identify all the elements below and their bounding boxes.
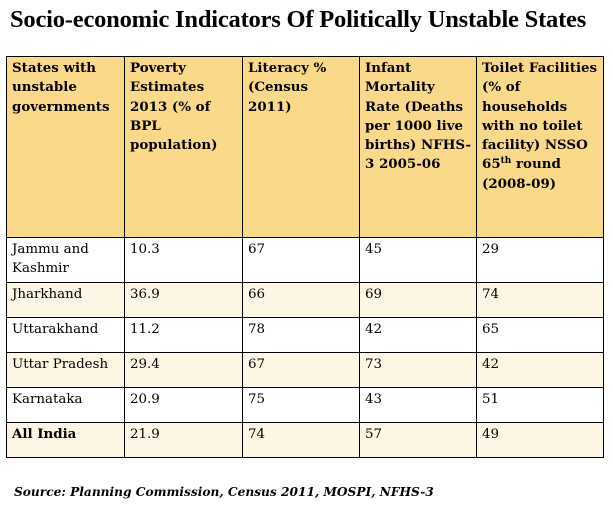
cell-poverty: 36.9: [124, 282, 243, 318]
header-toilet: Toilet Facilities (% of households with …: [476, 56, 604, 238]
header-poverty: Poverty Estimates 2013 (% of BPL populat…: [124, 56, 243, 238]
cell-state: Uttar Pradesh: [6, 352, 125, 388]
page-title: Socio-economic Indicators Of Politically…: [10, 6, 587, 33]
header-toilet-tail: round (2008-09): [482, 156, 561, 192]
cell-poverty: 29.4: [124, 352, 243, 388]
cell-imr: 73: [359, 352, 477, 388]
cell-imr: 69: [359, 282, 477, 318]
table-row-total: All India 21.9 74 57 49: [6, 422, 604, 458]
cell-imr: 45: [359, 237, 477, 283]
table-header-row: States with unstable governments Poverty…: [6, 56, 604, 238]
header-toilet-text: Toilet Facilities (% of households with …: [482, 60, 598, 173]
table-row: Karnataka 20.9 75 43 51: [6, 387, 604, 423]
cell-state: Uttarakhand: [6, 317, 125, 353]
cell-toilet: 29: [476, 237, 604, 283]
table-row: Uttar Pradesh 29.4 67 73 42: [6, 352, 604, 388]
cell-imr: 57: [359, 422, 477, 458]
cell-poverty: 21.9: [124, 422, 243, 458]
source-note: Source: Planning Commission, Census 2011…: [14, 485, 434, 499]
table-row: Jammu and Kashmir 10.3 67 45 29: [6, 237, 604, 283]
cell-toilet: 49: [476, 422, 604, 458]
header-imr: Infant Mortality Rate (Deaths per 1000 l…: [359, 56, 477, 238]
cell-toilet: 42: [476, 352, 604, 388]
table-row: Jharkhand 36.9 66 69 74: [6, 282, 604, 318]
cell-state: Karnataka: [6, 387, 125, 423]
table-row: Uttarakhand 11.2 78 42 65: [6, 317, 604, 353]
cell-poverty: 20.9: [124, 387, 243, 423]
cell-state: All India: [6, 422, 125, 458]
header-state: States with unstable governments: [6, 56, 125, 238]
cell-imr: 42: [359, 317, 477, 353]
cell-state: Jharkhand: [6, 282, 125, 318]
indicators-table: States with unstable governments Poverty…: [6, 56, 604, 458]
cell-toilet: 74: [476, 282, 604, 318]
cell-poverty: 11.2: [124, 317, 243, 353]
cell-poverty: 10.3: [124, 237, 243, 283]
cell-state: Jammu and Kashmir: [6, 237, 125, 283]
cell-literacy: 67: [242, 352, 360, 388]
cell-literacy: 75: [242, 387, 360, 423]
cell-toilet: 51: [476, 387, 604, 423]
header-literacy: Literacy % (Census 2011): [242, 56, 360, 238]
cell-literacy: 74: [242, 422, 360, 458]
cell-imr: 43: [359, 387, 477, 423]
cell-literacy: 67: [242, 237, 360, 283]
header-toilet-sup: th: [500, 156, 512, 167]
cell-toilet: 65: [476, 317, 604, 353]
cell-literacy: 66: [242, 282, 360, 318]
cell-literacy: 78: [242, 317, 360, 353]
